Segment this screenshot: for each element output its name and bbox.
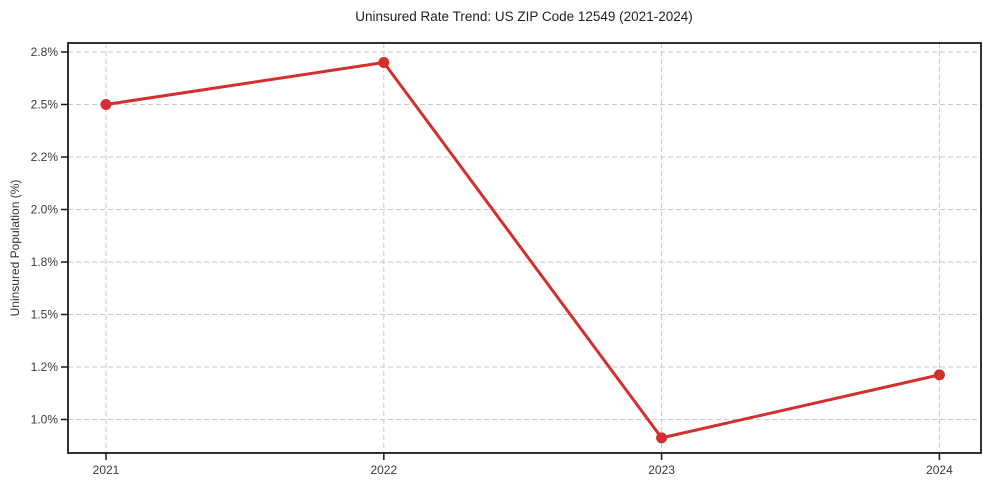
- x-tick-label: 2024: [926, 463, 953, 477]
- x-tick-label: 2023: [648, 463, 675, 477]
- y-tick-label: 2.2%: [31, 150, 59, 164]
- chart-title: Uninsured Rate Trend: US ZIP Code 12549 …: [355, 9, 692, 24]
- data-point-marker: [378, 57, 390, 68]
- x-tick-label: 2021: [93, 463, 120, 477]
- y-tick-label: 1.2%: [31, 360, 59, 374]
- trend-line: [104, 61, 941, 440]
- y-tick-label: 2.5%: [31, 98, 59, 112]
- data-point-marker: [656, 432, 668, 444]
- y-tick-label: 1.5%: [31, 308, 59, 322]
- data-point-marker: [100, 99, 112, 110]
- gridlines: [68, 43, 981, 453]
- axes: 2.8% 2.5% 2.2% 2.0% 1.8% 1.5% 1.2% 1.0% 2021 2022…: [31, 42, 982, 477]
- y-tick-label: 1.8%: [31, 255, 59, 269]
- y-axis-label: Uninsured Population (%): [8, 180, 22, 317]
- data-point-marker: [933, 369, 945, 381]
- y-tick-label: 2.8%: [31, 45, 59, 59]
- y-tick-label: 1.0%: [31, 413, 59, 427]
- data-series: [100, 57, 945, 444]
- plot-border: [67, 42, 982, 454]
- y-tick-label: 2.0%: [31, 203, 59, 217]
- x-tick-label: 2022: [370, 463, 397, 477]
